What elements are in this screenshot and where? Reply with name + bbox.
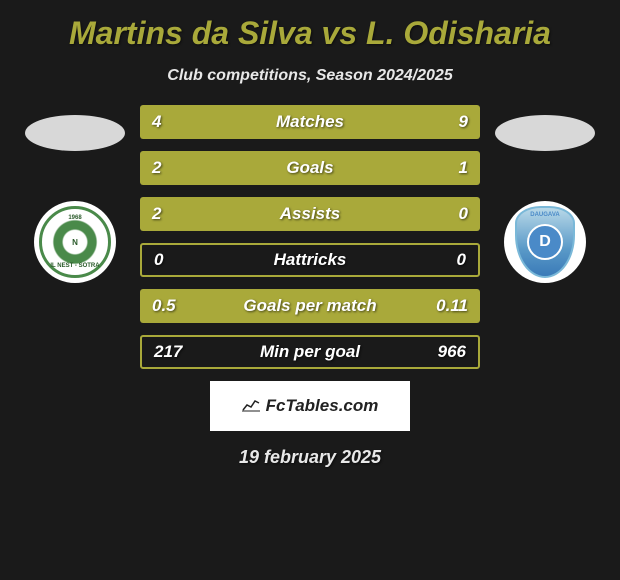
stat-left-value: 217 [154, 342, 194, 362]
right-oval-placeholder [495, 115, 595, 151]
stat-left-value: 0 [154, 250, 194, 270]
right-team-logo: DAUGAVA D [504, 201, 586, 283]
right-logo-letter: D [539, 233, 551, 251]
stat-label: Assists [280, 204, 340, 224]
stat-label: Min per goal [260, 342, 360, 362]
right-logo-shield: DAUGAVA D [515, 206, 575, 278]
stats-column: 4 Matches 9 2 Goals 1 2 Assists 0 0 Hattricks 0 0.5 G… [135, 105, 485, 369]
left-oval-placeholder [25, 115, 125, 151]
left-logo-letter: N [72, 238, 78, 247]
right-side-column: DAUGAVA D [485, 105, 605, 283]
left-side-column: N 1968 IL NEST - SOTRA [15, 105, 135, 283]
stat-right-value: 9 [428, 112, 468, 132]
stat-label: Matches [276, 112, 344, 132]
left-team-logo: N 1968 IL NEST - SOTRA [34, 201, 116, 283]
right-logo-circle: D [527, 224, 563, 260]
right-logo-club: DAUGAVA [530, 212, 559, 218]
chart-icon [242, 398, 260, 415]
page-subtitle: Club competitions, Season 2024/2025 [167, 67, 452, 85]
stat-left-value: 2 [152, 158, 192, 178]
left-logo-inner: N 1968 IL NEST - SOTRA [39, 206, 111, 278]
left-logo-year: 1968 [68, 215, 81, 221]
page-title: Martins da Silva vs L. Odisharia [69, 15, 551, 52]
stat-left-value: 0.5 [152, 296, 192, 316]
brand-text: FcTables.com [266, 396, 379, 416]
stat-right-value: 0 [428, 204, 468, 224]
left-logo-club: IL NEST - SOTRA [50, 263, 99, 269]
stat-label: Hattricks [274, 250, 347, 270]
brand-box[interactable]: FcTables.com [210, 381, 410, 431]
stat-bar: 2 Goals 1 [140, 151, 480, 185]
stat-right-value: 966 [426, 342, 466, 362]
footer-date: 19 february 2025 [239, 447, 381, 468]
stat-left-value: 4 [152, 112, 192, 132]
stat-bar: 0.5 Goals per match 0.11 [140, 289, 480, 323]
stat-label: Goals per match [243, 296, 376, 316]
stat-right-value: 0.11 [428, 296, 468, 316]
main-row: N 1968 IL NEST - SOTRA 4Matches92Goals12… [0, 105, 620, 369]
stat-bar: 0 Hattricks 0 [140, 243, 480, 277]
stat-label: Goals [286, 158, 333, 178]
stat-right-value: 0 [426, 250, 466, 270]
stat-bar: 2 Assists 0 [140, 197, 480, 231]
stat-left-value: 2 [152, 204, 192, 224]
infographic-container: Martins da Silva vs L. Odisharia Club co… [0, 0, 620, 478]
stat-right-value: 1 [428, 158, 468, 178]
stat-bar: 217 Min per goal 966 [140, 335, 480, 369]
stat-bar: 4 Matches 9 [140, 105, 480, 139]
